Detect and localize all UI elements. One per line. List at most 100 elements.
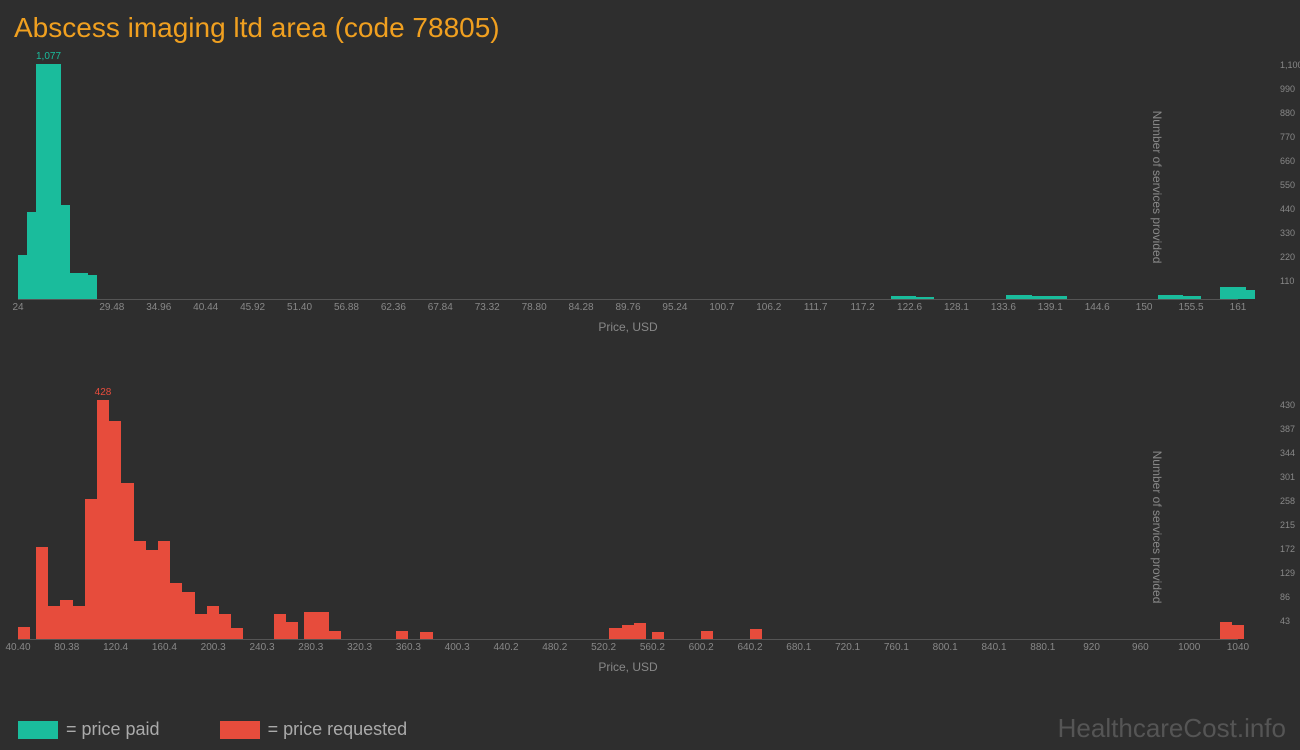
x-tick-label: 24 — [12, 302, 23, 313]
x-tick-label: 29.48 — [99, 302, 124, 313]
x-tick-label: 400.3 — [445, 642, 470, 653]
histogram-bar — [1176, 296, 1201, 299]
y-tick-label: 172 — [1280, 544, 1295, 554]
x-axis-label: Price, USD — [18, 660, 1238, 674]
x-tick-label: 56.88 — [334, 302, 359, 313]
x-tick-label: 600.2 — [689, 642, 714, 653]
chart-title: Abscess imaging ltd area (code 78805) — [0, 0, 1300, 44]
histogram-bar — [750, 629, 762, 639]
x-tick-label: 200.3 — [201, 642, 226, 653]
x-tick-label: 106.2 — [756, 302, 781, 313]
x-tick-label: 560.2 — [640, 642, 665, 653]
y-tick-label: 990 — [1280, 84, 1295, 94]
legend-label: = price requested — [268, 719, 408, 740]
histogram-bar — [109, 421, 121, 639]
x-axis-label: Price, USD — [18, 320, 1238, 334]
histogram-bar — [1232, 625, 1244, 639]
x-tick-label: 95.24 — [662, 302, 687, 313]
histogram-bar — [72, 606, 84, 639]
x-tick-label: 150 — [1136, 302, 1153, 313]
x-tick-label: 1040 — [1227, 642, 1249, 653]
x-tick-label: 111.7 — [804, 302, 828, 313]
y-tick-label: 258 — [1280, 496, 1295, 506]
histogram-bar — [182, 592, 194, 639]
x-tick-label: 240.3 — [249, 642, 274, 653]
x-tick-label: 800.1 — [933, 642, 958, 653]
histogram-bar — [909, 297, 934, 299]
x-tick-label: 67.84 — [428, 302, 453, 313]
x-tick-label: 880.1 — [1030, 642, 1055, 653]
peak-value-label: 1,077 — [36, 51, 61, 62]
histogram-bar — [18, 627, 30, 639]
x-tick-label: 139.1 — [1038, 302, 1063, 313]
y-tick-label: 129 — [1280, 568, 1295, 578]
y-tick-label: 550 — [1280, 180, 1295, 190]
histogram-bar — [71, 275, 96, 299]
histogram-bar — [231, 628, 243, 639]
x-tick-label: 960 — [1132, 642, 1149, 653]
x-tick-label: 78.80 — [522, 302, 547, 313]
x-tick-label: 720.1 — [835, 642, 860, 653]
histogram-bar — [652, 632, 664, 639]
x-tick-label: 128.1 — [944, 302, 969, 313]
x-tick-label: 160.4 — [152, 642, 177, 653]
histogram-bar — [97, 400, 109, 639]
x-tick-label: 51.40 — [287, 302, 312, 313]
y-tick-label: 110 — [1280, 276, 1294, 286]
histogram-bar — [1042, 296, 1067, 299]
histogram-bar — [194, 614, 206, 639]
histogram-bar — [207, 606, 219, 639]
histogram-bar — [60, 600, 72, 639]
x-tick-label: 84.28 — [569, 302, 594, 313]
y-tick-label: 880 — [1280, 108, 1295, 118]
x-tick-label: 100.7 — [709, 302, 734, 313]
x-tick-label: 680.1 — [786, 642, 811, 653]
histogram-bar — [420, 632, 432, 639]
x-tick-label: 117.2 — [850, 302, 874, 313]
histogram-bar — [634, 623, 646, 639]
x-tick-label: 320.3 — [347, 642, 372, 653]
histogram-bar — [48, 606, 60, 639]
x-tick-label: 480.2 — [542, 642, 567, 653]
legend-swatch-red — [220, 721, 260, 739]
y-tick-label: 344 — [1280, 448, 1295, 458]
x-tick-label: 73.32 — [475, 302, 500, 313]
y-tick-label: 387 — [1280, 424, 1295, 434]
x-tick-label: 45.92 — [240, 302, 265, 313]
histogram-bar — [701, 631, 713, 639]
chart-price-paid: 1102203304405506607708809901,100 Number … — [18, 60, 1238, 340]
histogram-bar — [622, 625, 634, 639]
y-tick-label: 770 — [1280, 132, 1295, 142]
histogram-bar — [1220, 622, 1232, 639]
y-axis-label: Number of services provided — [1150, 451, 1164, 604]
histogram-bar — [1229, 290, 1254, 299]
x-tick-label: 161 — [1230, 302, 1247, 313]
histogram-bar — [133, 541, 145, 639]
x-tick-label: 520.2 — [591, 642, 616, 653]
x-tick-label: 280.3 — [298, 642, 323, 653]
x-tick-label: 760.1 — [884, 642, 909, 653]
y-tick-label: 215 — [1280, 520, 1295, 530]
peak-value-label: 428 — [95, 387, 112, 398]
histogram-bar — [396, 631, 408, 639]
histogram-bar — [36, 547, 48, 639]
legend: = price paid = price requested — [18, 719, 407, 740]
histogram-bar — [146, 550, 158, 639]
x-tick-label: 1000 — [1178, 642, 1200, 653]
histogram-bar — [286, 622, 298, 639]
y-tick-label: 43 — [1280, 616, 1290, 626]
histogram-bar — [329, 631, 341, 639]
x-tick-label: 40.40 — [5, 642, 30, 653]
y-tick-label: 430 — [1280, 400, 1295, 410]
chart-price-requested: 4386129172215258301344387430 Number of s… — [18, 400, 1238, 680]
x-tick-label: 440.2 — [493, 642, 518, 653]
legend-swatch-green — [18, 721, 58, 739]
legend-item-paid: = price paid — [18, 719, 160, 740]
x-tick-label: 920 — [1083, 642, 1100, 653]
x-tick-label: 89.76 — [615, 302, 640, 313]
histogram-bar — [85, 499, 97, 639]
x-tick-label: 144.6 — [1085, 302, 1110, 313]
x-tick-label: 62.36 — [381, 302, 406, 313]
x-tick-label: 360.3 — [396, 642, 421, 653]
legend-item-requested: = price requested — [220, 719, 408, 740]
